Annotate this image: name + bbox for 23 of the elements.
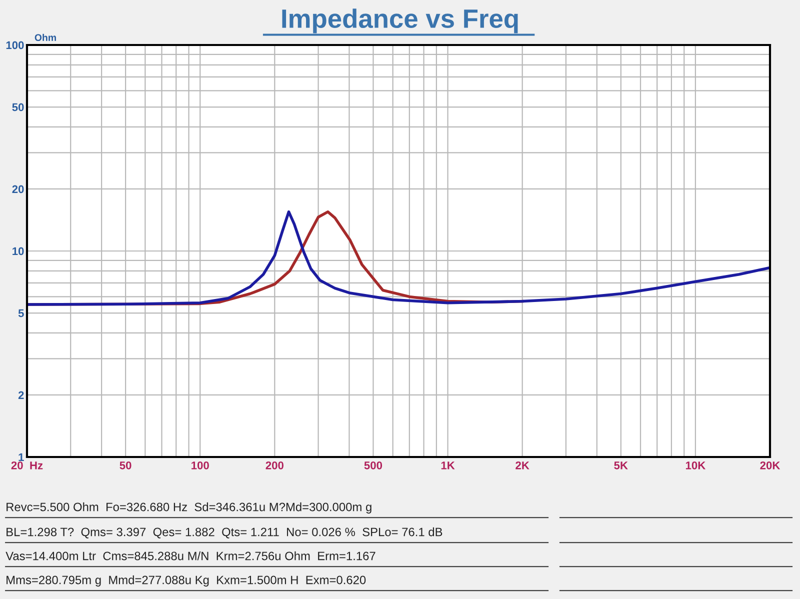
y-axis-title: Ohm — [34, 34, 56, 42]
y-tick-label: 5 — [18, 309, 24, 318]
y-tick-label: 50 — [12, 103, 24, 112]
x-tick-label: 100 — [192, 461, 209, 470]
y-tick-label: 100 — [6, 41, 24, 50]
y-tick-label: 20 — [12, 185, 24, 194]
x-tick-label: 20K — [760, 461, 780, 470]
text: BL=1.298 T? Qms= 3.397 Qes= 1.882 Qts= 1.211 No= 0.026 % SPLo= 76.1 dB — [6, 527, 442, 538]
x-tick-label: 5K — [614, 462, 628, 470]
x-tick-label: 2K — [516, 461, 530, 470]
x-tick-label: 50 — [120, 461, 132, 470]
text: Vas=14.400m Ltr Cms=845.288u M/N Krm=2.756u Ohm Erm=1.167 — [6, 551, 376, 560]
chart-title: Impedance vs Freq — [282, 8, 518, 34]
text: Revc=5.500 Ohm Fo=326.680 Hz Sd=346.361u M?Md=300.000m g — [6, 502, 372, 514]
x-tick-label: 10K — [686, 461, 706, 470]
x-tick-label: 200 — [266, 461, 284, 470]
x-tick-label: 1K — [441, 462, 455, 470]
y-tick-label: 2 — [18, 391, 24, 400]
x-tick-label: 20 Hz — [11, 461, 43, 470]
y-tick-label: 10 — [12, 247, 24, 256]
y-tick-label: 1 — [18, 453, 24, 462]
text: Mms=280.795m g Mmd=277.088u Kg Kxm=1.500m H Exm=0.620 — [6, 575, 366, 587]
x-tick-label: 500 — [364, 461, 382, 470]
